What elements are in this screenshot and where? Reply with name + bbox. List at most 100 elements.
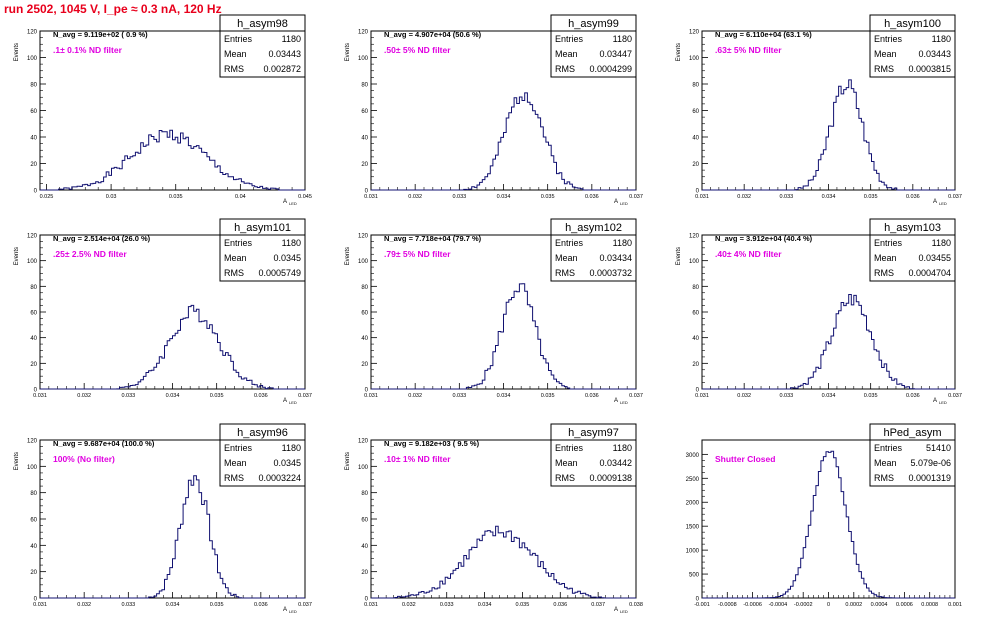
filter-label: .79± 5% ND filter [384,249,451,259]
run-title: run 2502, 1045 V, I_pe ≈ 0.3 nA, 120 Hz [4,2,222,16]
x-tick-label: -0.0004 [769,602,788,608]
histogram-pad-h_asym99: 0 20 40 60 80 100 120 0.031 0.032 0.033 0.034 0.035… [345,14,643,206]
histogram-name: h_asym102 [565,222,622,234]
y-tick-label: 120 [27,30,38,36]
y-tick-label: 100 [358,259,369,265]
stats-key-rms: RMS [874,268,894,278]
y-tick-label: 60 [692,311,699,317]
stats-value-rms: 0.0003732 [589,268,632,278]
stats-value-rms: 0.0005749 [258,268,301,278]
y-tick-label: 80 [361,83,368,89]
filter-label: .1± 0.1% ND filter [53,45,123,55]
x-axis-label: A LED [283,199,297,206]
stats-key-rms: RMS [555,64,575,74]
stats-box: h_asym100 Entries 1180 Mean 0.03443 RMS 0.0003… [869,14,956,78]
x-tick-label: 0.036 [254,602,268,608]
y-axis-label: Events [345,452,351,470]
x-tick-label: -0.0008 [718,602,737,608]
x-axis-label: A LED [933,398,947,405]
y-tick-label: 0 [696,388,700,394]
filter-label: Shutter Closed [715,454,775,464]
x-tick-label: 0.032 [737,393,751,399]
histogram-line [371,92,636,191]
x-tick-label: 0.035 [516,602,530,608]
histogram-pad-h_asym97: 0 20 40 60 80 100 120 0.031 0.032 0.033 0.034 0.035… [345,423,643,614]
stats-value-mean: 0.03434 [599,253,632,263]
x-tick-label: 0.001 [948,602,962,608]
stats-value-mean: 0.03442 [599,458,632,468]
x-tick-label: 0.036 [906,393,920,399]
histogram-name: h_asym100 [884,18,941,30]
stats-value-entries: 1180 [282,238,301,248]
stats-key-entries: Entries [224,34,253,44]
y-tick-label: 0 [34,189,38,195]
stats-value-rms: 0.0004299 [589,64,632,74]
x-tick-label: 0.033 [440,602,454,608]
stats-key-entries: Entries [224,238,253,248]
stats-key-entries: Entries [874,34,903,44]
histogram-pad-h_asym101: 0 20 40 60 80 100 120 0.031 0.032 0.033 0.034 0.035… [14,218,312,405]
y-tick-label: 60 [30,109,37,115]
x-tick-label: 0.036 [585,194,599,200]
stats-key-rms: RMS [555,268,575,278]
histogram-pad-h_asym100: 0 20 40 60 80 100 120 0.031 0.032 0.033 0.034 0.035… [676,14,962,206]
stats-key-entries: Entries [555,443,584,453]
stats-value-entries: 1180 [613,443,632,453]
x-axis-label-sub: LED [939,400,947,405]
stats-value-mean: 0.03443 [268,49,301,59]
y-tick-label: 0 [34,388,38,394]
x-axis-label-main: A [283,607,287,613]
x-axis-label-sub: LED [289,201,297,206]
stats-value-mean: 0.03455 [918,253,951,263]
x-tick-label: 0.033 [779,194,793,200]
y-axis-label: Events [14,43,20,61]
stats-value-entries: 1180 [932,34,951,44]
x-axis-label-sub: LED [939,201,947,206]
x-tick-label: 0.036 [906,194,920,200]
stats-box-frame [869,423,956,487]
y-tick-label: 80 [30,83,37,89]
stats-key-rms: RMS [874,64,894,74]
y-tick-label: 80 [30,491,37,497]
x-tick-label: 0.035 [210,393,224,399]
x-tick-label: 0.034 [822,393,836,399]
filter-label: 100% (No filter) [53,454,115,464]
histogram-pad-h_asym102: 0 20 40 60 80 100 120 0.031 0.032 0.033 0.034 0.035… [345,218,643,405]
y-tick-label: 20 [30,362,37,368]
stats-value-entries: 1180 [282,34,301,44]
histogram-pad-hPed_asym: 0 500 1000 1500 2000 2500 3000 -0.001 -0.0008 -0.… [686,423,962,608]
x-axis-label-main: A [933,199,937,205]
histogram-name: h_asym96 [237,427,288,439]
x-tick-label: 0.037 [629,194,643,200]
histogram-name: h_asym103 [884,222,941,234]
navg-label: N_avg = 3.912e+04 (40.4 %) [715,234,813,243]
y-tick-label: 100 [358,56,369,62]
x-tick-label: 0.037 [298,602,312,608]
stats-key-mean: Mean [224,458,247,468]
stats-box: hPed_asym Entries 51410 Mean 5.079e-06 RMS 0.0… [869,423,956,487]
y-tick-label: 20 [692,162,699,168]
filter-label: .50± 5% ND filter [384,45,451,55]
histogram-line [371,283,636,390]
x-axis-label-main: A [614,607,618,613]
x-tick-label: 0.034 [478,602,492,608]
y-tick-label: 100 [27,56,38,62]
x-tick-label: 0.031 [364,393,378,399]
stats-key-rms: RMS [555,473,575,483]
x-axis-label-sub: LED [289,400,297,405]
stats-key-rms: RMS [224,473,244,483]
x-tick-label: 0.034 [822,194,836,200]
histogram-name: h_asym98 [237,18,288,30]
y-tick-label: 100 [27,259,38,265]
x-tick-label: 0.031 [364,602,378,608]
x-axis-label-sub: LED [620,201,628,206]
histogram-name: h_asym97 [568,427,619,439]
stats-value-rms: 0.0003815 [908,64,951,74]
stats-key-mean: Mean [555,253,578,263]
x-axis-label-main: A [614,398,618,404]
x-tick-label: 0.035 [864,393,878,399]
histogram-pad-h_asym98: 0 20 40 60 80 100 120 0.025 0.03 0.035 0.04 0.045 Ev… [14,14,312,206]
stats-value-mean: 0.03447 [599,49,632,59]
x-tick-label: 0.036 [553,602,567,608]
x-axis-label: A LED [283,398,297,405]
